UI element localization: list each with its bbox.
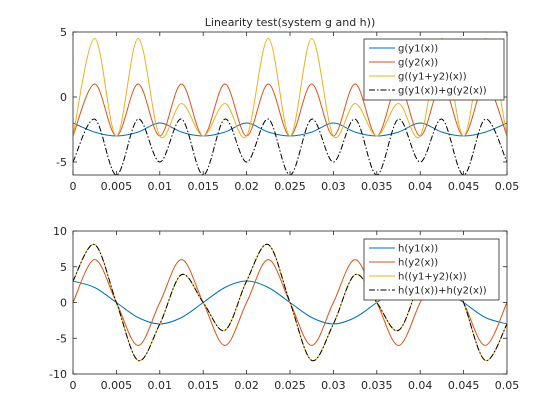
legend-entry: g((y1+y2)(x)) xyxy=(398,72,467,83)
series-line-4 xyxy=(73,118,507,175)
x-tick-label: 0.01 xyxy=(148,180,173,193)
x-tick-label: 0.045 xyxy=(448,180,480,193)
y-tick-label: 5 xyxy=(60,26,67,39)
chart-h-linearity: 0 0.005 0.01 0.015 0.02 0.025 0.03 0.035 0.04 0.0… xyxy=(49,225,519,392)
legend-entry: h(y1(x)) xyxy=(398,244,438,255)
series-line-3 xyxy=(73,37,507,139)
x-tick-label: 0.04 xyxy=(408,379,433,392)
legend-entry: g(y1(x))+g(y2(x)) xyxy=(398,86,487,97)
y-tick-label: -5 xyxy=(56,332,67,345)
legend-entry: h(y2(x)) xyxy=(398,258,438,269)
x-tick-label: 0.025 xyxy=(274,180,306,193)
chart-g-linearity: Linearity test(system g and h)) 0 0.005 0.0… xyxy=(56,16,519,193)
x-tick-label: 0.015 xyxy=(187,180,219,193)
x-tick-label: 0 xyxy=(70,379,77,392)
x-tick-label: 0.05 xyxy=(495,180,520,193)
x-tick-label: 0.03 xyxy=(321,379,346,392)
x-tick-label: 0.04 xyxy=(408,180,433,193)
legend-entry: h(y1(x))+h(y2(x)) xyxy=(398,286,487,297)
y-tick-label: -5 xyxy=(56,156,67,169)
x-tick-label: 0.03 xyxy=(321,180,346,193)
x-tick-label: 0.005 xyxy=(101,379,133,392)
x-tick-label: 0.01 xyxy=(148,379,173,392)
x-tick-label: 0.05 xyxy=(495,379,520,392)
legend-entry: g(y1(x)) xyxy=(398,44,438,55)
legend: h(y1(x)) h(y2(x)) h((y1+y2)(x)) h(y1(x))+h(… xyxy=(363,238,500,301)
x-tick-label: 0.025 xyxy=(274,379,306,392)
y-tick-label: 0 xyxy=(60,91,67,104)
chart-title: Linearity test(system g and h)) xyxy=(205,16,375,29)
legend-entry: g(y2(x)) xyxy=(398,58,438,69)
x-tick-label: 0.02 xyxy=(234,180,259,193)
x-tick-label: 0.035 xyxy=(361,379,393,392)
x-tick-label: 0 xyxy=(70,180,77,193)
x-tick-label: 0.045 xyxy=(448,379,480,392)
x-tick-label: 0.015 xyxy=(187,379,219,392)
x-tick-label: 0.02 xyxy=(234,379,259,392)
x-tick-label: 0.035 xyxy=(361,180,393,193)
x-tick-label: 0.005 xyxy=(101,180,133,193)
legend: g(y1(x)) g(y2(x)) g((y1+y2)(x)) g(y1(x))+g(… xyxy=(363,38,505,101)
y-tick-label: 0 xyxy=(60,297,67,310)
legend-entry: h((y1+y2)(x)) xyxy=(398,272,467,283)
y-tick-label: 5 xyxy=(60,261,67,274)
y-tick-label: -10 xyxy=(49,368,67,381)
y-tick-label: 10 xyxy=(53,225,67,238)
